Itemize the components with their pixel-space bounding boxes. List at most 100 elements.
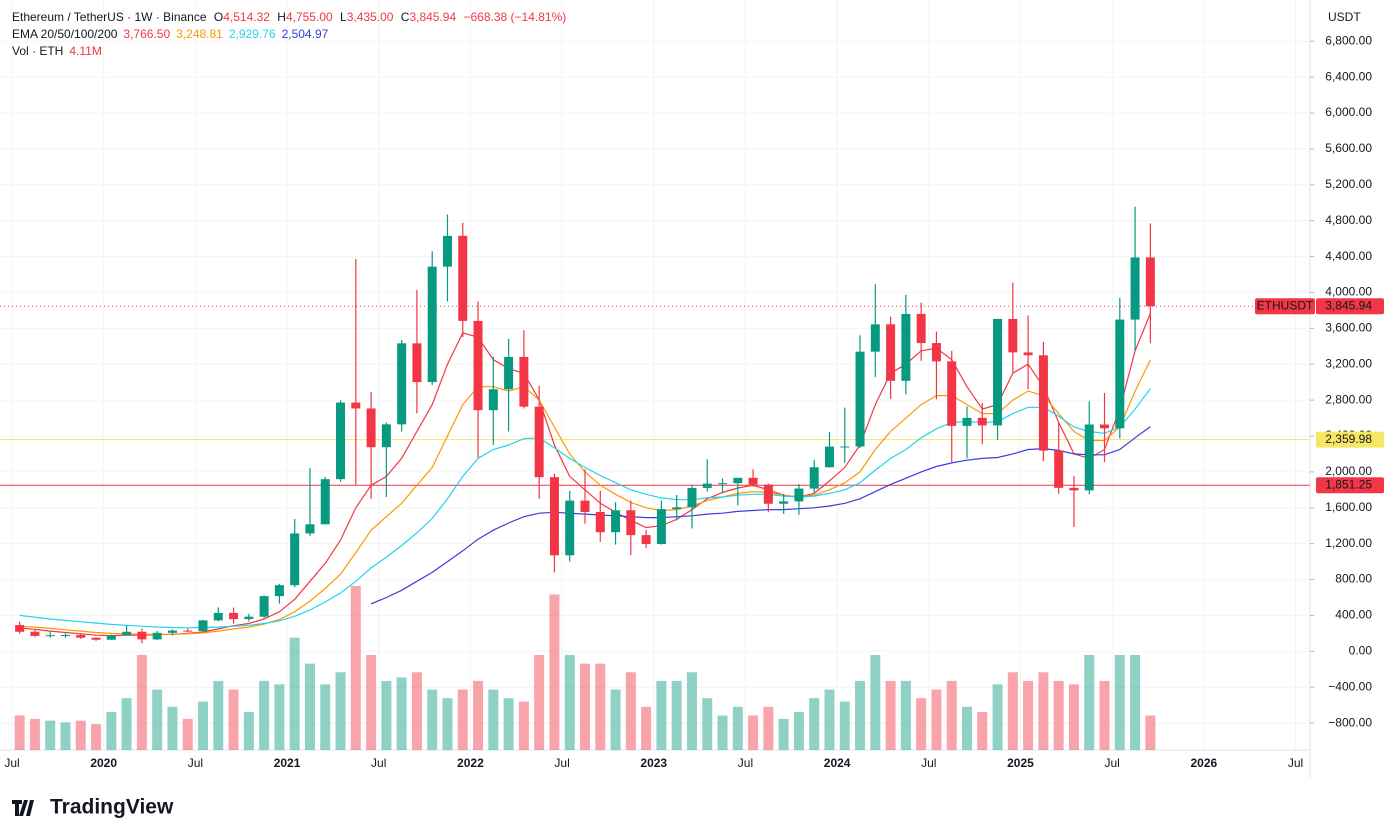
ohlc-value: 4,514.32 xyxy=(223,10,270,24)
candle-body xyxy=(580,500,590,512)
candle-body xyxy=(1008,318,1018,353)
candle-body xyxy=(45,635,55,637)
candle-body xyxy=(733,477,743,484)
volume-bar xyxy=(457,689,468,750)
candle-body xyxy=(1023,352,1033,356)
volume-bar xyxy=(121,698,132,750)
volume-bar xyxy=(824,689,835,750)
axis-layer: −800.00 −400.00 0.00 400.00 800.00 1,200.00 1,… xyxy=(4,33,1384,770)
candle-body xyxy=(916,313,926,344)
candle-body xyxy=(152,632,162,640)
x-tick-label: Jul xyxy=(1104,756,1119,770)
price-tag xyxy=(1316,431,1384,448)
candle-body xyxy=(748,477,758,485)
volume-bar xyxy=(198,701,208,750)
candle-body xyxy=(351,402,361,409)
ohlc-label: C xyxy=(401,10,410,24)
volume-bar xyxy=(518,701,529,750)
volume-bar xyxy=(855,680,866,750)
volume-bar xyxy=(580,663,590,750)
candle-body xyxy=(962,417,972,426)
volume-bar xyxy=(304,663,315,750)
candle-body xyxy=(427,266,437,383)
candle-body xyxy=(840,446,850,448)
candle-body xyxy=(993,318,1003,426)
volume-bar xyxy=(1023,680,1034,750)
candle-body xyxy=(30,631,40,636)
x-tick-label: 2021 xyxy=(274,756,301,770)
volume-bar xyxy=(45,720,56,750)
x-tick-label: Jul xyxy=(921,756,936,770)
ema-value: 3,766.50 xyxy=(123,27,170,41)
brand-name: TradingView xyxy=(50,796,174,819)
candle-body xyxy=(1100,424,1110,429)
y-tick-label: 5,200.00 xyxy=(1325,177,1372,191)
candle-body xyxy=(442,235,452,267)
price-tag-label: 2,359.98 xyxy=(1325,432,1372,446)
price-tag xyxy=(1316,477,1384,494)
volume-bar xyxy=(350,585,361,750)
volume-bar xyxy=(289,637,300,750)
volume-bar xyxy=(29,718,40,750)
candle-body xyxy=(1115,319,1125,429)
ema-value: 2,504.97 xyxy=(282,27,329,41)
x-tick-label: Jul xyxy=(188,756,203,770)
volume-bar xyxy=(1038,672,1049,750)
volume-bar xyxy=(320,684,331,750)
volume-layer xyxy=(14,585,1156,750)
volume-bar xyxy=(641,706,652,750)
candle-body xyxy=(504,356,514,390)
volume-bar xyxy=(686,672,697,750)
candle-body xyxy=(809,467,819,489)
price-tag-label: 3,845.94 xyxy=(1325,298,1372,312)
ohlc-label: L xyxy=(340,10,347,24)
x-tick-label: Jul xyxy=(738,756,753,770)
candle-body xyxy=(977,417,987,426)
change: −668.38 (−14.81%) xyxy=(464,10,567,24)
candle-body xyxy=(336,402,346,480)
volume-bar xyxy=(182,718,193,750)
volume-bar xyxy=(900,680,911,750)
candle-body xyxy=(870,324,880,352)
candle-body xyxy=(488,389,498,411)
candle-body xyxy=(1069,487,1079,491)
candle-body xyxy=(290,533,300,586)
ohlc-value: 3,845.94 xyxy=(409,10,456,24)
volume-bar xyxy=(60,722,71,750)
volume-bar xyxy=(335,672,346,750)
x-tick-label: 2020 xyxy=(90,756,117,770)
volume-bar xyxy=(1130,655,1141,750)
candle-body xyxy=(779,501,789,504)
candle-body xyxy=(1145,257,1155,307)
volume-bar xyxy=(946,680,957,750)
candle-body xyxy=(1054,450,1064,488)
ohlc-label: O xyxy=(214,10,223,24)
volume-bar xyxy=(274,684,285,750)
volume-bar xyxy=(778,718,789,750)
price-tag-label: 1,851.25 xyxy=(1325,477,1372,491)
candle-body xyxy=(656,509,666,545)
x-tick-label: 2025 xyxy=(1007,756,1034,770)
candle-body xyxy=(824,446,834,468)
vol-label: Vol · ETH xyxy=(12,44,63,58)
candle-body xyxy=(565,500,575,556)
volume-bar xyxy=(488,689,499,750)
candle-body xyxy=(244,616,254,620)
volume-bar xyxy=(1099,680,1110,750)
candle-body xyxy=(381,424,391,448)
symbol-tag xyxy=(1255,298,1315,315)
candle-body xyxy=(198,620,208,632)
candle-body xyxy=(76,634,86,638)
candle-body xyxy=(91,637,101,640)
volume-bar xyxy=(748,715,759,750)
volume-bar xyxy=(396,677,407,750)
candle-body xyxy=(259,596,269,617)
ema-line: EMA 20/50/100/200 3,766.50 3,248.81 2,929.7… xyxy=(12,27,329,41)
volume-bar xyxy=(916,698,927,750)
price-tag xyxy=(1316,298,1384,315)
volume-bar xyxy=(656,680,667,750)
candle-body xyxy=(1130,257,1140,320)
symbol-tag-label: ETHUSDT xyxy=(1257,298,1314,312)
candle-body xyxy=(320,479,330,525)
